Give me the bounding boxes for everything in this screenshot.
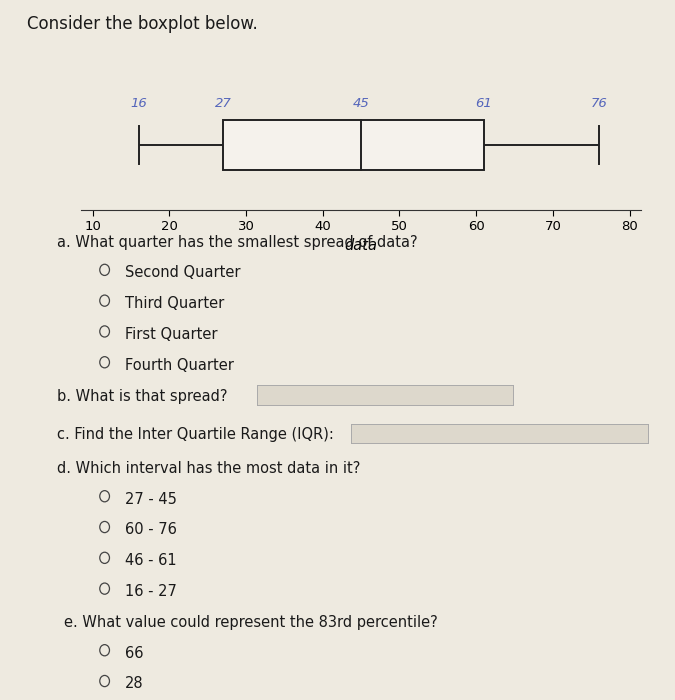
Text: 27 - 45: 27 - 45 [125,491,177,507]
Text: 28: 28 [125,676,144,692]
Text: First Quarter: First Quarter [125,327,217,342]
Text: Second Quarter: Second Quarter [125,265,240,280]
Text: 46 - 61: 46 - 61 [125,553,176,568]
Text: 16: 16 [130,97,147,111]
Text: 45: 45 [353,97,369,111]
Text: Third Quarter: Third Quarter [125,296,224,311]
Text: e. What value could represent the 83rd percentile?: e. What value could represent the 83rd p… [64,615,438,630]
Text: 66: 66 [125,645,143,661]
Text: 27: 27 [215,97,232,111]
Text: Fourth Quarter: Fourth Quarter [125,358,234,372]
Text: 16 - 27: 16 - 27 [125,584,177,599]
X-axis label: data: data [345,237,377,253]
Text: Consider the boxplot below.: Consider the boxplot below. [27,15,258,34]
Text: 61: 61 [476,97,492,111]
Text: 76: 76 [591,97,608,111]
Text: a. What quarter has the smallest spread of data?: a. What quarter has the smallest spread … [57,234,418,249]
Text: b. What is that spread?: b. What is that spread? [57,389,228,403]
Text: 60 - 76: 60 - 76 [125,522,177,538]
Bar [223,120,484,169]
Text: d. Which interval has the most data in it?: d. Which interval has the most data in i… [57,461,360,476]
Text: c. Find the Inter Quartile Range (IQR):: c. Find the Inter Quartile Range (IQR): [57,427,334,442]
